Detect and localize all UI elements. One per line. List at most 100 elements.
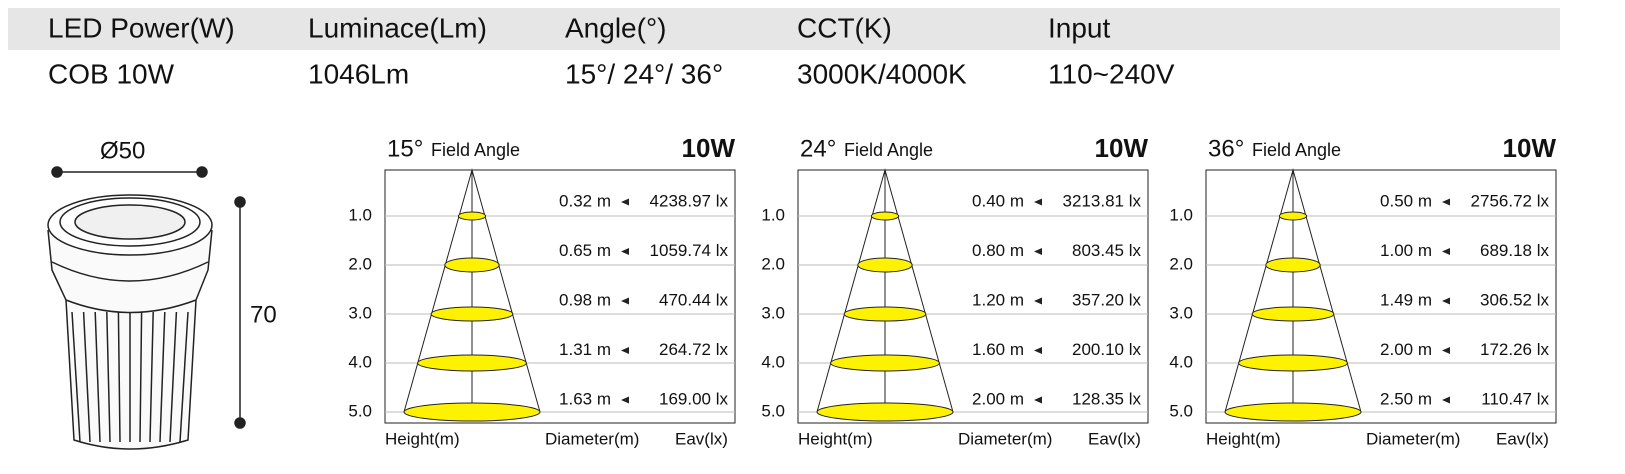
diameter: 0.40 m [972,191,1024,210]
arrow [1442,396,1450,404]
header-value: 3000K/4000K [797,58,967,89]
diameter: 0.65 m [559,241,611,260]
height-tick: 1.0 [1169,205,1193,224]
arrow [621,198,629,206]
eav: 169.00 lx [659,389,728,408]
fin [139,311,143,443]
eav: 357.20 lx [1072,290,1141,309]
height-tick: 3.0 [348,303,372,322]
light-spot [1278,211,1308,221]
diameter: 1.49 m [1380,290,1432,309]
height-tick: 3.0 [761,303,785,322]
fin [169,311,178,443]
fin [149,311,154,443]
caption: Field Angle [844,140,933,160]
arrow [1442,347,1450,354]
footer-diameter: Diameter(m) [1366,429,1460,448]
fin [179,311,189,443]
diameter: 0.98 m [559,290,611,309]
diameter: 2.50 m [1380,389,1432,408]
eav: 4238.97 lx [650,191,729,210]
header-label: LED Power(W) [48,12,235,43]
height-tick: 5.0 [1169,401,1193,420]
power: 10W [1095,133,1149,163]
frame [1205,169,1557,424]
height-label: 70 [250,301,277,328]
header-label: Angle(°) [565,12,666,43]
height-tick: 4.0 [761,352,785,371]
diameter: 0.80 m [972,241,1024,260]
light-spot [403,402,541,422]
height-tick: 2.0 [348,254,372,273]
height-tick: 1.0 [348,205,372,224]
eav: 689.18 lx [1480,241,1549,260]
header-label: Luminace(Lm) [308,12,487,43]
header-value: 15°/ 24°/ 36° [565,58,723,89]
diameter: 1.63 m [559,389,611,408]
light-spot [1251,306,1335,322]
eav: 110.47 lx [1481,389,1549,408]
angle: 15° [387,135,423,162]
light-spot [870,211,900,221]
eav: 3213.81 lx [1063,191,1142,210]
eav: 470.44 lx [659,290,728,309]
height-tick: 1.0 [761,205,785,224]
arrow [1442,248,1450,255]
frame [384,169,736,424]
eav: 200.10 lx [1072,340,1141,359]
height-tick: 3.0 [1169,303,1193,322]
light-spot [444,257,500,273]
height-tick: 5.0 [761,401,785,420]
fin [117,311,121,443]
eav: 172.26 lx [1480,340,1549,359]
arrow [1034,297,1042,305]
footer-height: Height(m) [1206,429,1281,448]
frame [797,169,1149,424]
footer-height: Height(m) [385,429,460,448]
eav: 2756.72 lx [1471,191,1550,210]
power: 10W [1503,133,1557,163]
eav: 128.35 lx [1072,389,1141,408]
header-value: COB 10W [48,58,175,89]
light-spot [430,306,514,322]
diameter: 1.31 m [559,340,611,359]
footer-diameter: Diameter(m) [958,429,1052,448]
diameter: 0.32 m [559,191,611,210]
footer-height: Height(m) [798,429,873,448]
light-spot [1238,354,1348,372]
header-label: CCT(K) [797,12,892,43]
fin [159,311,166,443]
fin [82,311,91,443]
eav: 803.45 lx [1072,241,1141,260]
header-label: Input [1048,12,1110,43]
height-tick: 4.0 [1169,352,1193,371]
angle: 24° [800,135,836,162]
light-spot [830,354,940,372]
diameter: 2.00 m [972,389,1024,408]
diameter-label: Ø50 [100,137,145,164]
light-spot [857,257,913,273]
eav: 264.72 lx [659,340,728,359]
diameter: 1.00 m [1380,241,1432,260]
height-tick: 4.0 [348,352,372,371]
arrow [621,297,629,305]
diameter: 0.50 m [1380,191,1432,210]
footer-eav: Eav(lx) [675,429,728,448]
height-tick: 5.0 [348,401,372,420]
arrow [1442,198,1450,206]
light-spot [816,402,954,422]
arrow [621,347,629,354]
arrow [621,248,629,255]
diameter: 1.60 m [972,340,1024,359]
caption: Field Angle [1252,140,1341,160]
eav: 1059.74 lx [650,241,729,260]
diameter: 1.20 m [972,290,1024,309]
light-spot [1265,257,1321,273]
fin [94,311,101,443]
header-band [8,8,1560,50]
fin [106,311,111,443]
footer-diameter: Diameter(m) [545,429,639,448]
diameter: 2.00 m [1380,340,1432,359]
height-tick: 2.0 [761,254,785,273]
